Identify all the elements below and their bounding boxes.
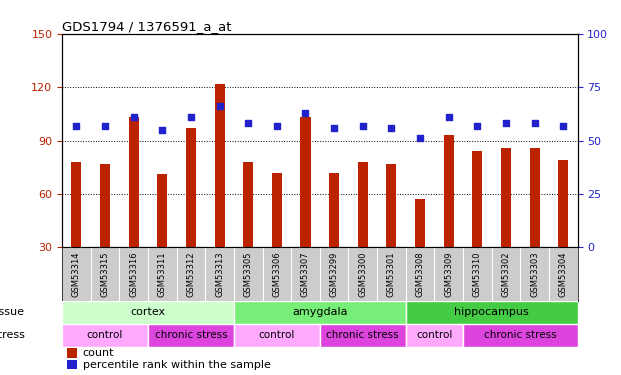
Bar — [234, 324, 320, 346]
Bar — [148, 324, 234, 346]
Text: cortex: cortex — [130, 307, 166, 317]
Text: GSM53316: GSM53316 — [129, 252, 138, 297]
Point — [501, 120, 511, 126]
Text: GSM53299: GSM53299 — [330, 252, 338, 297]
Text: GSM53302: GSM53302 — [501, 252, 510, 297]
Text: chronic stress: chronic stress — [484, 330, 556, 340]
Point — [243, 120, 253, 126]
Point — [530, 120, 540, 126]
Bar — [129, 117, 138, 247]
Point — [71, 123, 81, 129]
Text: GSM53310: GSM53310 — [473, 252, 482, 297]
Text: GSM53303: GSM53303 — [530, 252, 539, 297]
Bar — [530, 148, 540, 247]
Text: chronic stress: chronic stress — [327, 330, 399, 340]
Bar — [62, 324, 148, 346]
Point — [157, 127, 167, 133]
Bar — [71, 162, 81, 247]
Bar — [320, 324, 406, 346]
Point — [329, 125, 339, 131]
Text: GSM53309: GSM53309 — [444, 252, 453, 297]
Text: control: control — [416, 330, 453, 340]
Text: GSM53314: GSM53314 — [72, 252, 81, 297]
Point — [186, 114, 196, 120]
Point — [473, 123, 483, 129]
Text: GSM53315: GSM53315 — [101, 252, 109, 297]
Text: GSM53312: GSM53312 — [186, 252, 196, 297]
Text: control: control — [259, 330, 295, 340]
Text: GSM53313: GSM53313 — [215, 252, 224, 297]
Point — [558, 123, 568, 129]
Text: amygdala: amygdala — [292, 307, 348, 317]
Bar — [67, 348, 76, 358]
Bar — [157, 174, 167, 247]
Point — [415, 135, 425, 141]
Bar — [558, 160, 568, 247]
Bar — [243, 162, 253, 247]
Bar — [406, 324, 463, 346]
Text: GSM53304: GSM53304 — [559, 252, 568, 297]
Text: percentile rank within the sample: percentile rank within the sample — [83, 360, 271, 370]
Bar — [406, 301, 578, 324]
Text: GSM53311: GSM53311 — [158, 252, 167, 297]
Text: GSM53300: GSM53300 — [358, 252, 367, 297]
Text: hippocampus: hippocampus — [454, 307, 529, 317]
Point — [215, 104, 225, 110]
Text: count: count — [83, 348, 114, 358]
Point — [129, 114, 138, 120]
Point — [301, 110, 310, 116]
Bar — [215, 84, 225, 247]
Point — [272, 123, 282, 129]
Text: GSM53308: GSM53308 — [415, 252, 425, 297]
Bar — [415, 199, 425, 247]
Bar — [67, 360, 76, 369]
Point — [443, 114, 453, 120]
Text: stress: stress — [0, 330, 25, 340]
Text: GSM53306: GSM53306 — [273, 252, 281, 297]
Bar — [443, 135, 454, 247]
Bar — [473, 151, 483, 247]
Text: GSM53307: GSM53307 — [301, 252, 310, 297]
Bar — [272, 172, 282, 247]
Text: chronic stress: chronic stress — [155, 330, 227, 340]
Bar — [463, 324, 578, 346]
Bar — [358, 162, 368, 247]
Bar — [234, 301, 406, 324]
Text: control: control — [87, 330, 123, 340]
Bar — [100, 164, 110, 247]
Text: GSM53305: GSM53305 — [243, 252, 253, 297]
Bar — [62, 301, 234, 324]
Text: GDS1794 / 1376591_a_at: GDS1794 / 1376591_a_at — [62, 20, 232, 33]
Point — [100, 123, 110, 129]
Text: tissue: tissue — [0, 307, 25, 317]
Point — [386, 125, 396, 131]
Bar — [329, 172, 339, 247]
Bar — [186, 128, 196, 247]
Bar — [501, 148, 511, 247]
Bar — [386, 164, 396, 247]
Point — [358, 123, 368, 129]
Bar — [301, 117, 310, 247]
Text: GSM53301: GSM53301 — [387, 252, 396, 297]
